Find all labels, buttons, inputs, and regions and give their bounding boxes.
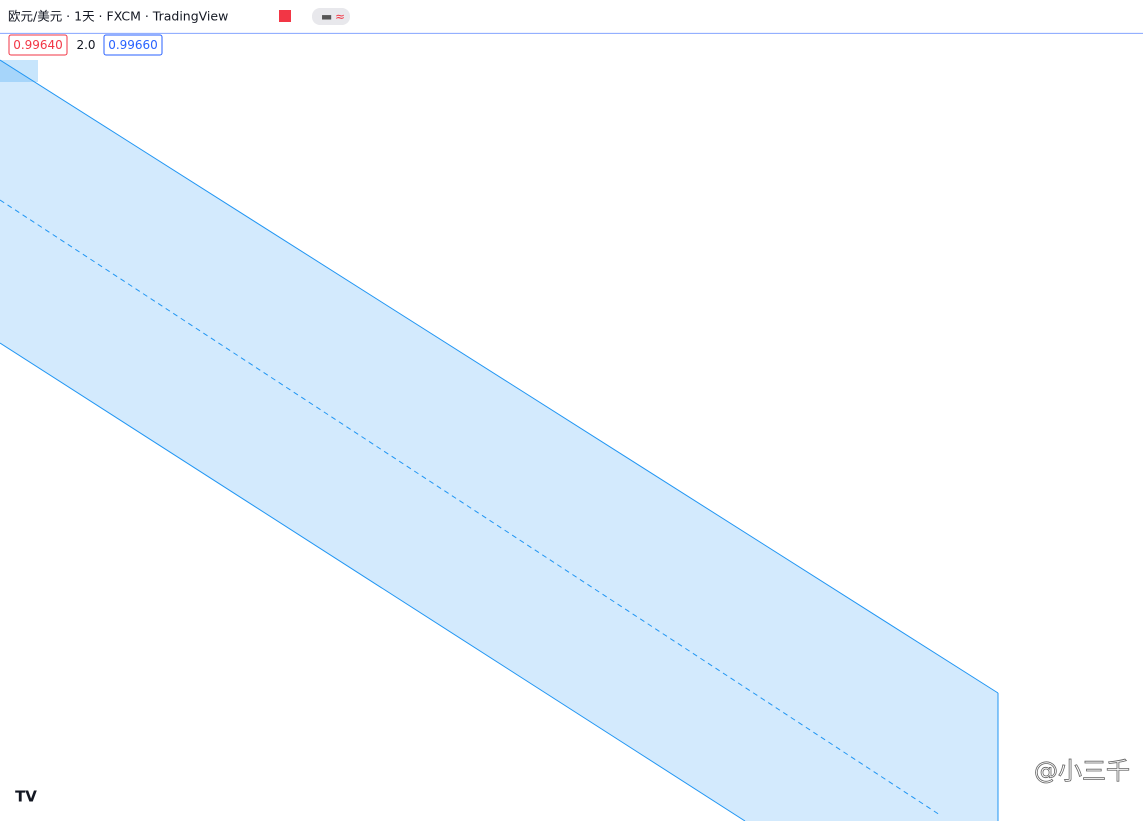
channel-fill: [0, 60, 998, 821]
ask-box: [103, 34, 163, 56]
symbol: 欧元/美元 · 1天 · FXCM · TradingView: [8, 9, 228, 24]
channel-lower: [0, 342, 746, 821]
header-bg: [0, 0, 1143, 33]
channel-upper: [0, 59, 999, 694]
watermark: @小三千: [1034, 757, 1130, 785]
ask: 0.99660: [108, 38, 158, 52]
bid: 0.99640: [13, 38, 63, 52]
flag-icon: [279, 10, 291, 22]
toggle-icon: ≈: [335, 10, 345, 24]
tv-logo: TV: [15, 788, 37, 806]
channel-mid: [0, 199, 941, 816]
spread: 2.0: [76, 38, 95, 52]
bid-box: [8, 34, 68, 56]
toggle[interactable]: [312, 8, 350, 25]
toggle-icon: ▬: [321, 10, 332, 24]
